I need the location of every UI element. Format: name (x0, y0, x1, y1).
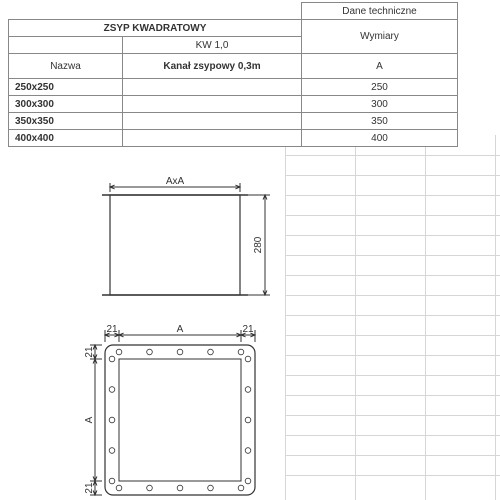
header-right: Dane techniczne (302, 3, 458, 20)
technical-drawing: AxA28021A2121A21 (90, 185, 320, 485)
svg-text:AxA: AxA (166, 176, 185, 187)
table-row: 350x350 350 (9, 113, 458, 130)
size-cell: 250x250 (9, 79, 123, 96)
table-row: ZSYP KWADRATOWY Wymiary (9, 20, 458, 37)
table-row: 400x400 400 (9, 130, 458, 147)
name-value: Kanał zsypowy 0,3m (123, 54, 302, 79)
table-row: Dane techniczne (9, 3, 458, 20)
a-cell: 300 (302, 96, 458, 113)
a-cell: 400 (302, 130, 458, 147)
table-row: Nazwa Kanał zsypowy 0,3m A (9, 54, 458, 79)
name-label: Nazwa (9, 54, 123, 79)
size-cell: 300x300 (9, 96, 123, 113)
svg-text:280: 280 (253, 236, 264, 253)
size-cell: 400x400 (9, 130, 123, 147)
spec-table: Dane techniczne ZSYP KWADRATOWY Wymiary … (8, 2, 458, 147)
sub-right: Wymiary (302, 20, 458, 54)
col-a-header: A (302, 54, 458, 79)
page: Dane techniczne ZSYP KWADRATOWY Wymiary … (0, 0, 500, 500)
svg-text:21: 21 (84, 346, 95, 358)
sub-left: KW 1,0 (123, 37, 302, 54)
size-cell: 350x350 (9, 113, 123, 130)
drawing-svg: AxA28021A2121A21 (90, 185, 320, 500)
title-left: ZSYP KWADRATOWY (9, 20, 302, 37)
table-row: 300x300 300 (9, 96, 458, 113)
svg-text:21: 21 (84, 482, 95, 494)
svg-text:A: A (177, 324, 184, 335)
a-cell: 350 (302, 113, 458, 130)
a-cell: 250 (302, 79, 458, 96)
table-row: 250x250 250 (9, 79, 458, 96)
svg-text:21: 21 (242, 324, 254, 335)
svg-text:21: 21 (106, 324, 118, 335)
svg-text:A: A (84, 416, 95, 423)
